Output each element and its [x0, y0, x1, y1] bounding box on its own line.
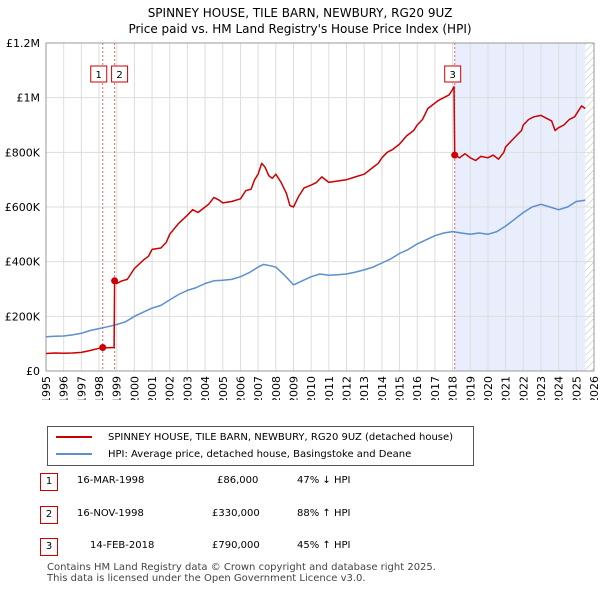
x-tick-label: 2016	[411, 376, 424, 400]
x-tick-label: 2008	[270, 376, 283, 400]
x-tick-label: 2023	[535, 376, 548, 400]
x-tick-label: 2018	[447, 376, 460, 400]
y-tick-label: £1M	[17, 92, 41, 105]
x-tick-label: 2010	[305, 376, 318, 400]
y-tick-label: £0	[26, 365, 40, 378]
legend-label-hpi: HPI: Average price, detached house, Basi…	[108, 448, 412, 460]
sale-label-box	[111, 65, 129, 83]
transaction-price-1: £86,000	[217, 475, 259, 486]
x-tick-label: 2015	[394, 376, 407, 400]
x-tick-label: 1995	[40, 376, 53, 400]
x-tick-label: 1997	[75, 376, 88, 400]
plot-frame	[45, 42, 595, 372]
chart-title: SPINNEY HOUSE, TILE BARN, NEWBURY, RG20 …	[147, 6, 453, 20]
legend-item-hpi: HPI: Average price, detached house, Basi…	[56, 446, 411, 462]
y-tick-label: £600K	[5, 201, 41, 214]
x-tick-label: 2019	[464, 376, 477, 400]
transaction-date-1: 16-MAR-1998	[77, 475, 145, 486]
transaction-price-2: £330,000	[212, 508, 260, 519]
x-tick-label: 2014	[376, 376, 389, 400]
x-tick-label: 2000	[128, 376, 141, 400]
y-tick-label: £1.2M	[6, 37, 40, 50]
x-tick-label: 2022	[517, 376, 530, 400]
transaction-date-2: 16-NOV-1998	[77, 508, 144, 519]
x-tick-label: 1999	[111, 376, 124, 400]
x-tick-label: 2024	[553, 376, 566, 400]
transaction-num-3: 3	[40, 538, 58, 556]
legend: SPINNEY HOUSE, TILE BARN, NEWBURY, RG20 …	[47, 426, 474, 466]
y-tick-label: £800K	[5, 146, 41, 159]
legend-item-property: SPINNEY HOUSE, TILE BARN, NEWBURY, RG20 …	[56, 429, 453, 445]
chart-subtitle: Price paid vs. HM Land Registry's House …	[128, 22, 472, 36]
x-tick-label: 1996	[58, 376, 71, 400]
x-tick-label: 2001	[146, 376, 159, 400]
x-tick-label: 2021	[500, 376, 513, 400]
transaction-hpi-2: 88% ↑ HPI	[297, 508, 351, 519]
transaction-hpi-1: 47% ↓ HPI	[297, 475, 351, 486]
x-tick-label: 2002	[164, 376, 177, 400]
x-tick-label: 2025	[570, 376, 583, 400]
x-tick-label: 2020	[482, 376, 495, 400]
property-price-line	[45, 85, 586, 355]
transaction-hpi-3: 45% ↑ HPI	[297, 540, 351, 551]
sale-label-box	[90, 65, 108, 83]
footer-copyright: Contains HM Land Registry data © Crown c…	[47, 562, 436, 573]
x-tick-label: 2012	[341, 376, 354, 400]
y-tick-label: £400K	[5, 256, 41, 269]
x-tick-label: 2026	[588, 376, 600, 400]
sale-point	[99, 343, 107, 351]
legend-label-property: SPINNEY HOUSE, TILE BARN, NEWBURY, RG20 …	[108, 431, 454, 443]
x-tick-label: 2009	[287, 376, 300, 400]
legend-swatch-property	[56, 436, 92, 438]
x-tick-label: 1998	[93, 376, 106, 400]
transaction-date-3: 14-FEB-2018	[90, 540, 155, 551]
sale-point	[451, 151, 459, 159]
sale-point	[111, 277, 119, 285]
x-tick-label: 2006	[234, 376, 247, 400]
sale-label: 1	[96, 70, 102, 81]
x-tick-label: 2013	[358, 376, 371, 400]
x-tick-label: 2004	[199, 376, 212, 400]
sale-label-box	[444, 65, 462, 83]
footer-licence: This data is licensed under the Open Gov…	[47, 573, 366, 584]
y-tick-label: £200K	[5, 310, 41, 323]
transaction-num-2: 2	[40, 506, 58, 524]
x-tick-label: 2011	[323, 376, 336, 400]
transaction-price-3: £790,000	[212, 540, 260, 551]
transaction-num-1: 1	[40, 473, 58, 491]
x-tick-label: 2003	[181, 376, 194, 400]
x-tick-label: 2017	[429, 376, 442, 400]
legend-swatch-hpi	[56, 453, 92, 455]
sale-label: 2	[116, 70, 122, 81]
x-tick-label: 2007	[252, 376, 265, 400]
price-chart: 1 2 3 £0 £200K £400K £600K £800K £1M £1.2M 1995 199…	[5, 37, 600, 400]
hpi-line	[45, 199, 586, 338]
sale-label: 3	[450, 70, 456, 81]
x-tick-label: 2005	[217, 376, 230, 400]
